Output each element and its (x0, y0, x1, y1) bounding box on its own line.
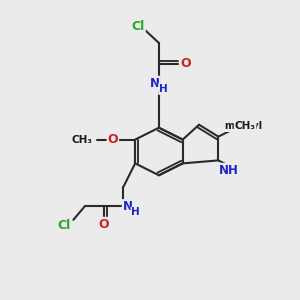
Text: NH: NH (219, 164, 239, 177)
Text: H: H (159, 84, 168, 94)
Text: N: N (123, 200, 133, 213)
Text: Cl: Cl (58, 219, 71, 232)
Text: O: O (180, 57, 191, 70)
Text: Cl: Cl (131, 20, 145, 33)
Text: CH₃: CH₃ (72, 135, 93, 145)
Text: H: H (131, 207, 140, 218)
Text: CH₃: CH₃ (235, 121, 256, 130)
Text: methyl: methyl (225, 121, 263, 131)
Text: O: O (99, 218, 109, 231)
Text: N: N (149, 76, 160, 90)
Text: O: O (107, 133, 118, 146)
